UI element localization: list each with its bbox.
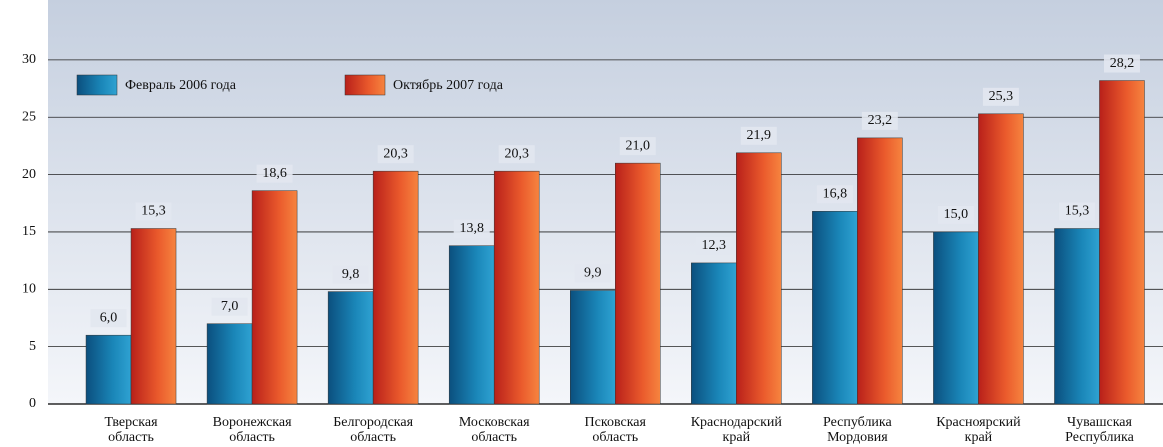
label-line: край	[723, 430, 751, 445]
value-label: 15,3	[1065, 204, 1090, 219]
bar	[493, 170, 540, 405]
label-line: Краснодарский	[691, 415, 783, 430]
value-label: 28,2	[1110, 56, 1135, 71]
x-tick-label: Московская область	[459, 415, 530, 445]
label-line: область	[471, 430, 517, 445]
value-label: 20,3	[383, 146, 408, 161]
x-tick-label: Тверская область	[104, 415, 158, 445]
value-label-bg	[211, 297, 248, 316]
value-label-bg	[453, 219, 490, 238]
x-tick-label: Воронежская область	[213, 415, 292, 445]
bar	[736, 152, 782, 405]
value-label-bg	[937, 205, 974, 224]
label-line: область	[108, 430, 154, 445]
value-label-bg	[982, 87, 1019, 106]
value-label-bg	[90, 309, 127, 328]
label-line: Воронежская	[213, 415, 292, 430]
value-label-bg	[574, 264, 611, 283]
y-tick-label: 30	[22, 52, 36, 67]
bar	[327, 291, 374, 405]
y-tick-label: 5	[29, 339, 36, 354]
value-label-bg	[498, 145, 535, 164]
value-label: 12,3	[702, 238, 727, 253]
legend-swatch	[344, 74, 386, 96]
y-tick-label: 0	[29, 396, 36, 411]
bar	[615, 162, 661, 405]
value-label: 16,8	[823, 187, 848, 202]
bar	[933, 231, 979, 405]
label-line: область	[229, 430, 275, 445]
bar	[570, 290, 616, 405]
value-label-bg	[695, 236, 732, 255]
bar	[448, 245, 495, 405]
value-label-bg	[256, 164, 293, 183]
label-line: Псковская	[585, 415, 647, 430]
value-label: 20,3	[504, 146, 529, 161]
value-label: 18,6	[262, 166, 287, 181]
bar	[812, 211, 858, 405]
value-label-bg	[377, 145, 414, 164]
bar	[691, 262, 737, 405]
bar	[1054, 228, 1100, 405]
value-label-bg	[861, 111, 898, 130]
value-label: 23,2	[868, 113, 893, 128]
legend-swatch	[76, 74, 118, 96]
legend-label: Октябрь 2007 года	[393, 78, 504, 93]
label-line: Чувашская	[1067, 415, 1133, 430]
label-line: Белгородская	[333, 415, 413, 430]
x-tick-label: Красноярский край	[936, 415, 1021, 445]
bar	[1099, 80, 1145, 405]
bar	[251, 190, 298, 405]
value-label: 9,8	[342, 267, 360, 282]
x-tick-label: Республика Мордовия	[823, 415, 893, 445]
value-label-bg	[1058, 202, 1095, 221]
value-label-bg	[1103, 54, 1140, 73]
value-label: 21,9	[747, 128, 772, 143]
x-tick-label: Чувашская Республика	[1065, 415, 1135, 445]
value-label: 15,3	[141, 204, 166, 219]
y-tick-label: 25	[22, 109, 36, 124]
label-line: Тверская	[104, 415, 158, 430]
label-line: Республика	[1065, 430, 1135, 445]
y-tick-label: 20	[22, 167, 36, 182]
y-tick-label: 15	[22, 224, 36, 239]
value-label: 13,8	[459, 221, 484, 236]
label-line: край	[965, 430, 993, 445]
value-label: 21,0	[626, 138, 651, 153]
bar	[206, 323, 253, 405]
bar	[372, 170, 419, 405]
x-tick-label: Белгородская область	[333, 415, 413, 445]
bar	[978, 113, 1024, 405]
value-label-bg	[619, 137, 656, 156]
label-line: область	[592, 430, 638, 445]
label-line: Мордовия	[827, 430, 888, 445]
label-line: Московская	[459, 415, 530, 430]
x-tick-label: Краснодарский край	[691, 415, 783, 445]
label-line: область	[350, 430, 396, 445]
bar	[857, 137, 903, 405]
bar	[85, 334, 132, 405]
legend-label: Февраль 2006 года	[125, 78, 237, 93]
value-label-bg	[740, 126, 777, 145]
value-label: 25,3	[989, 89, 1014, 104]
bar	[130, 228, 177, 405]
y-tick-label: 10	[22, 282, 36, 297]
x-tick-label: Псковская область	[585, 415, 647, 445]
value-label-bg	[816, 185, 853, 204]
label-line: Республика	[823, 415, 893, 430]
value-label-bg	[135, 202, 172, 221]
value-label: 6,0	[100, 310, 118, 325]
label-line: Красноярский	[936, 415, 1021, 430]
value-label: 15,0	[944, 207, 969, 222]
value-label-bg	[332, 265, 369, 284]
value-label: 7,0	[221, 299, 239, 314]
value-label: 9,9	[584, 266, 602, 281]
